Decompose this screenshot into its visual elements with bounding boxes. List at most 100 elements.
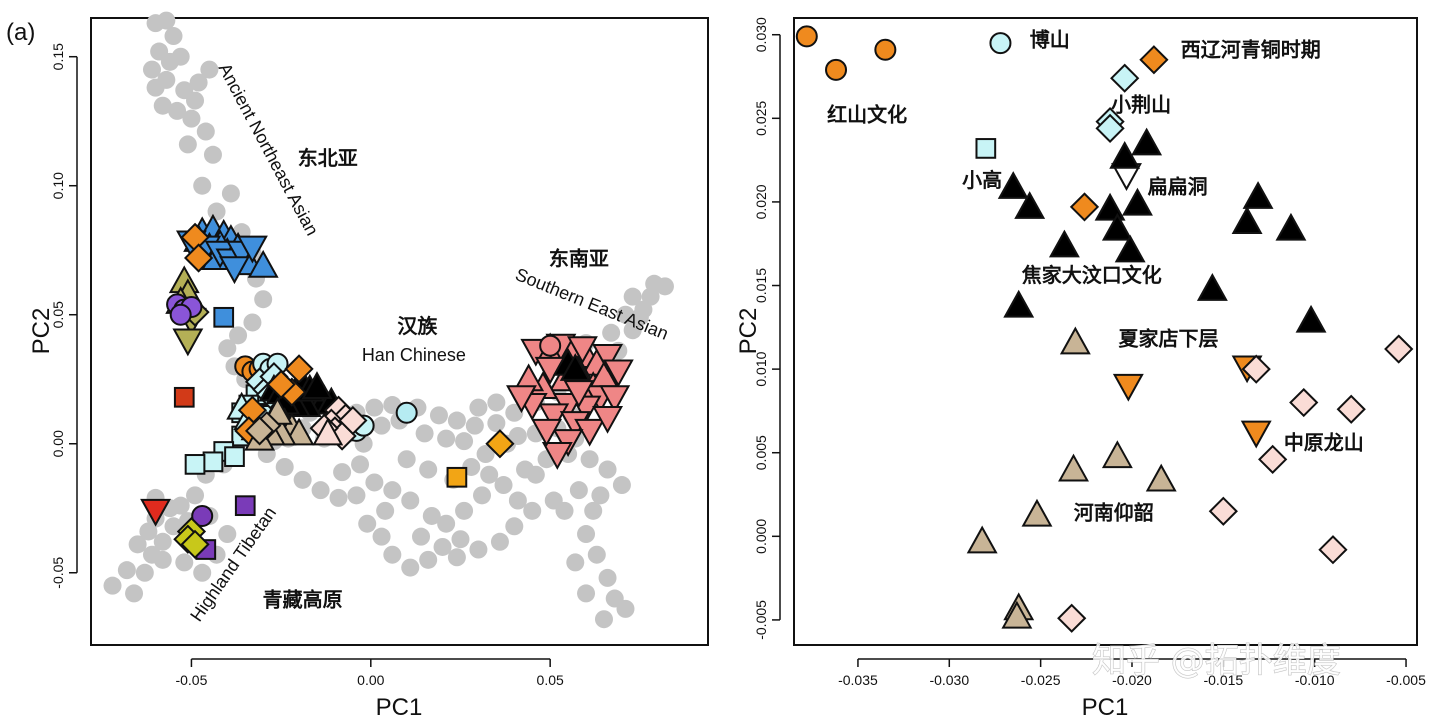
sample-tri-down-red [140, 498, 172, 527]
sample-tri-down-salmon [538, 403, 570, 432]
sample-tri-down-blue [219, 256, 250, 285]
sample-square-violet [234, 495, 256, 517]
y-tick-label: 0.015 [753, 268, 769, 303]
reference-point [139, 522, 158, 541]
reference-point [193, 563, 212, 582]
y-tick-label: 0.10 [50, 172, 66, 199]
x-tick-label: -0.035 [838, 672, 878, 688]
reference-point [218, 525, 237, 544]
x-tick-label: -0.025 [1021, 672, 1061, 688]
sample-triangle-tan [1059, 326, 1091, 355]
y-tick-label: 0.030 [753, 17, 769, 52]
reference-point [229, 326, 248, 345]
annotation-label: 夏家店下层 [1119, 327, 1219, 351]
sample-circle-violet [191, 504, 214, 527]
reference-point [616, 305, 635, 324]
y-tick-label: 0.00 [50, 430, 66, 457]
x-tick-label: -0.020 [1112, 672, 1152, 688]
y-tick-label: 0.010 [753, 351, 769, 386]
x-tick-label: -0.05 [175, 672, 207, 688]
sample-circle-purple [169, 303, 192, 326]
reference-point [584, 501, 603, 520]
reference-point [153, 550, 172, 569]
y-tick-label: 0.020 [753, 184, 769, 219]
reference-point [383, 545, 402, 564]
sample-diamond-pink [338, 405, 368, 436]
reference-point [655, 277, 674, 296]
reference-point [451, 530, 470, 549]
reference-point [401, 558, 420, 577]
reference-point [186, 91, 205, 110]
sample-tri-down-salmon [563, 380, 595, 408]
reference-point [419, 460, 438, 479]
sample-tri-down-orange [1112, 373, 1144, 402]
reference-point [487, 414, 506, 433]
annotation-label: 小荆山 [1111, 93, 1171, 117]
reference-point [221, 184, 240, 203]
plot-axes: -0.05 0.00 0.05 -0.05 0.00 0.05 0.10 0.15 [50, 43, 564, 688]
reference-point [218, 339, 237, 358]
reference-point [153, 532, 172, 551]
sample-diamond-pink [1208, 496, 1238, 526]
sample-tri-down-blue [236, 235, 268, 264]
sample-triangle-blue [247, 249, 279, 278]
sample-diamond-lightcyan [1110, 63, 1140, 93]
sample-tri-down-olive [172, 328, 204, 357]
reference-point [577, 525, 596, 544]
annotation-label: 河南仰韶 [1074, 501, 1154, 525]
sample-tri-down-salmon [541, 442, 573, 470]
reference-point [333, 463, 352, 482]
sample-triangle-black [1275, 212, 1307, 241]
sample-markers [140, 213, 634, 560]
watermark: 知乎 @拓扑维度 知乎 @拓扑维度 [1092, 641, 1342, 682]
reference-point [602, 323, 621, 342]
reference-point [365, 398, 384, 417]
sample-triangle-tan [1101, 440, 1133, 469]
reference-point [612, 476, 631, 495]
sample-tri-down-salmon [574, 418, 606, 447]
sample-diamond-yellow [180, 529, 210, 559]
sample-diamond-tan [244, 416, 275, 446]
sample-square-blue [213, 306, 235, 328]
plot-axes: -0.035 -0.030 -0.025 -0.020 -0.015 -0.010 -0.0… [753, 17, 1426, 688]
y-tick-label: 0.025 [753, 101, 769, 136]
reference-point [569, 481, 588, 500]
sample-triangle-tan [1001, 600, 1033, 629]
sample-diamond-pink [1336, 394, 1366, 424]
sample-square-darkred [173, 386, 195, 408]
sample-diamond-gold [485, 429, 515, 459]
sample-circle-lightblue [395, 401, 418, 424]
watermark-outline: 知乎 @拓扑维度 [1092, 641, 1341, 681]
reference-point [523, 501, 542, 520]
reference-point [207, 202, 226, 221]
reference-point [580, 450, 599, 469]
annotation-label: 汉族 [397, 314, 438, 338]
reference-point [630, 308, 649, 327]
reference-point [555, 501, 574, 520]
x-tick-label: -0.010 [1295, 672, 1335, 688]
panel-label: (a) [6, 19, 35, 46]
sample-triangle-black [1196, 273, 1228, 301]
reference-point [164, 27, 183, 46]
reference-point [447, 548, 466, 567]
reference-point [415, 424, 434, 443]
sample-triangle-black [1048, 229, 1080, 258]
reference-point [383, 481, 402, 500]
reference-point [473, 486, 492, 505]
reference-point [455, 501, 474, 520]
sample-triangle-black [1131, 127, 1163, 156]
reference-point [437, 429, 456, 448]
sample-triangle-tan [1021, 498, 1053, 527]
sample-diamond-pink [1318, 535, 1348, 565]
reference-point [157, 11, 176, 30]
reference-point [365, 473, 384, 492]
reference-point [358, 514, 377, 533]
sample-diamond-orange [1069, 192, 1100, 222]
reference-point [598, 460, 617, 479]
reference-point [480, 465, 499, 484]
sample-tri-down-salmon [531, 418, 563, 447]
reference-point [490, 532, 509, 551]
